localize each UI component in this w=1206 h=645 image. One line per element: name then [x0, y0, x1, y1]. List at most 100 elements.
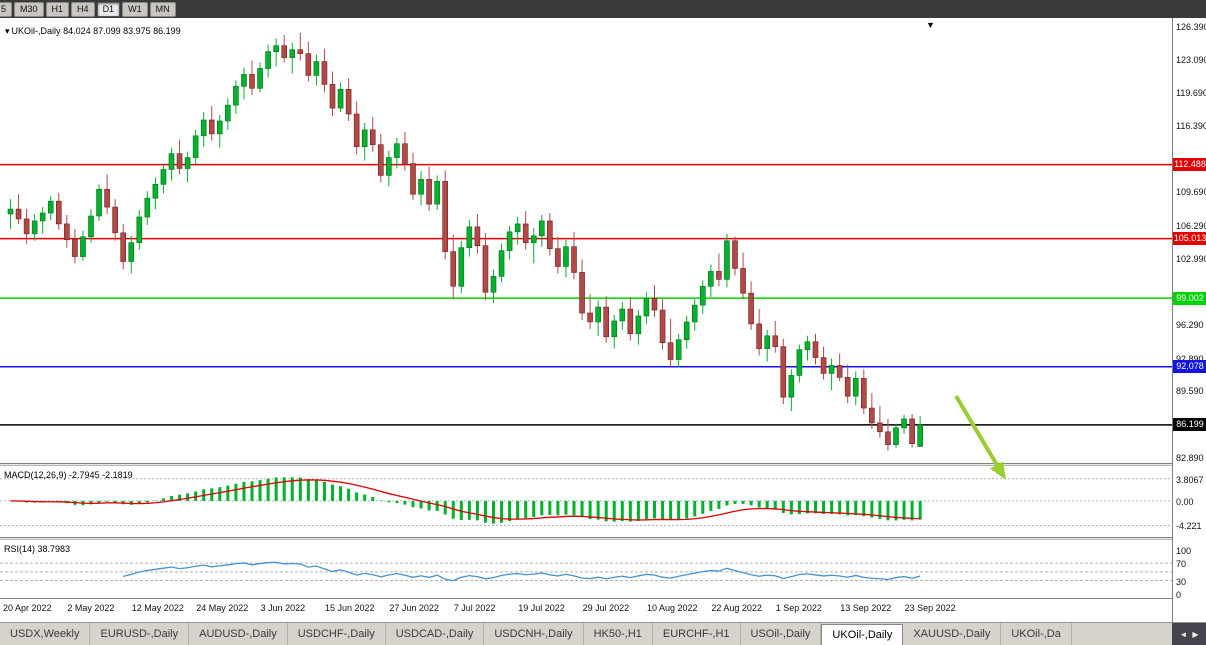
candle [402, 143, 408, 164]
tab-scroll-right-icon[interactable]: ▶ [1192, 629, 1199, 639]
rsi-panel-canvas[interactable] [0, 540, 1172, 598]
candle [547, 220, 553, 249]
candle [909, 418, 915, 444]
timeframe-button-D1[interactable]: D1 [96, 1, 121, 17]
timeframe-button-W1[interactable]: W1 [122, 1, 148, 17]
chart-menu-icon: ▾ [5, 26, 10, 36]
candle [780, 346, 787, 398]
candle [756, 323, 762, 349]
candle [184, 157, 191, 169]
candle [281, 45, 288, 58]
candle [708, 271, 714, 287]
candle [321, 61, 328, 85]
symbol-tabs: USDX,Weekly EURUSD-,Daily AUDUSD-,Daily USD… [0, 623, 1172, 645]
tab-usoil-daily[interactable]: USOil-,Daily [741, 623, 822, 645]
candle [217, 120, 223, 135]
tab-eurchf-h1[interactable]: EURCHF-,H1 [653, 623, 741, 645]
candle [474, 226, 481, 246]
tab-hk50-h1[interactable]: HK50-,H1 [584, 623, 653, 645]
tab-usdcnh-daily[interactable]: USDCNH-,Daily [484, 623, 584, 645]
candle [595, 306, 601, 323]
candle [418, 179, 424, 195]
time-axis[interactable]: 20 Apr 2022 2 May 2022 12 May 2022 24 May 2… [0, 599, 1172, 622]
timeframe-button-M30[interactable]: M30 [14, 1, 44, 17]
candle [877, 422, 883, 433]
time-axis-label: 1 Sep 2022 [775, 603, 822, 613]
candle [55, 200, 62, 225]
candle [434, 181, 440, 205]
candle [104, 188, 110, 208]
time-axis-label: 3 Jun 2022 [260, 603, 306, 613]
candle [225, 104, 231, 122]
price-axis-label: 109.690 [1176, 187, 1206, 198]
candle [869, 407, 875, 424]
candle [297, 49, 304, 54]
candle [764, 335, 771, 349]
chart-workspace: ▾ UKOil-,Daily 84.024 87.099 83.975 86.19… [0, 18, 1206, 622]
candle [450, 251, 457, 287]
panel-resize-divider[interactable] [0, 537, 1206, 540]
time-axis-label: 23 Sep 2022 [904, 603, 956, 613]
candle [579, 272, 585, 314]
timeframe-button-5[interactable]: 5 [0, 1, 13, 17]
price-axis-label: 106.290 [1176, 220, 1206, 231]
time-axis-label: 10 Aug 2022 [647, 603, 698, 613]
price-level-badge: 105.013 [1173, 232, 1206, 246]
tab-ukoil-da[interactable]: UKOil-,Da [1001, 623, 1072, 645]
tab-scroll-left-icon[interactable]: ◄ [1179, 629, 1188, 639]
candle [844, 377, 851, 397]
autoscroll-marker-icon: ▼ [926, 20, 935, 30]
price-axis-label: 123.090 [1176, 54, 1206, 65]
candle [619, 308, 626, 322]
candle [64, 223, 70, 241]
candle [788, 375, 795, 398]
candle [31, 220, 38, 235]
tab-scroll-controls: ◄ ▶ [1172, 623, 1206, 645]
candle [611, 320, 618, 338]
candle [305, 53, 312, 76]
tab-audusd-daily[interactable]: AUDUSD-,Daily [189, 623, 288, 645]
timeframe-button-MN[interactable]: MN [149, 1, 176, 17]
candle [96, 188, 102, 217]
rsi-axis-label: 100 [1176, 546, 1192, 557]
candle [337, 88, 344, 109]
candle [208, 119, 215, 135]
panel-resize-divider[interactable] [0, 463, 1206, 466]
candle [490, 276, 497, 293]
timeframe-button-H1[interactable]: H1 [45, 1, 70, 17]
tab-eurusd-daily[interactable]: EURUSD-,Daily [90, 623, 190, 645]
candle [200, 119, 207, 137]
tab-usdcad-daily[interactable]: USDCAD-,Daily [386, 623, 485, 645]
candle [893, 427, 899, 445]
candle [15, 208, 22, 220]
rsi-axis-label: 0 [1176, 589, 1182, 600]
candle [168, 153, 175, 170]
tab-usdchf-daily[interactable]: USDCHF-,Daily [288, 623, 386, 645]
candle [369, 129, 376, 146]
candle [852, 378, 859, 397]
candle [643, 297, 650, 317]
time-axis-label: 19 Jul 2022 [518, 603, 565, 613]
tab-ukoil-daily[interactable]: UKOil-,Daily [821, 624, 904, 645]
candle [836, 365, 843, 378]
timeframe-button-H4[interactable]: H4 [71, 1, 95, 17]
candle [361, 129, 368, 147]
time-axis-line [0, 598, 1206, 599]
candle [136, 216, 143, 244]
candle [901, 418, 907, 429]
price-axis[interactable]: 126.390 123.090 119.690 116.390 109.690 106.2… [1172, 18, 1206, 622]
candle [289, 49, 296, 58]
price-level-badge: 86.199 [1173, 418, 1206, 432]
price-axis-label: 92.890 [1176, 353, 1204, 364]
candle [635, 315, 642, 335]
tab-xauusd-daily[interactable]: XAUUSD-,Daily [903, 623, 1002, 645]
candle [72, 239, 78, 257]
tab-usdx-weekly[interactable]: USDX,Weekly [0, 623, 91, 645]
macd-panel-canvas[interactable] [0, 466, 1172, 537]
rsi-value: 38.7983 [37, 544, 71, 554]
candle [313, 61, 320, 76]
price-chart-canvas[interactable] [0, 18, 1172, 463]
candle [176, 153, 183, 169]
time-axis-label: 24 May 2022 [196, 603, 249, 613]
candle [80, 236, 86, 257]
